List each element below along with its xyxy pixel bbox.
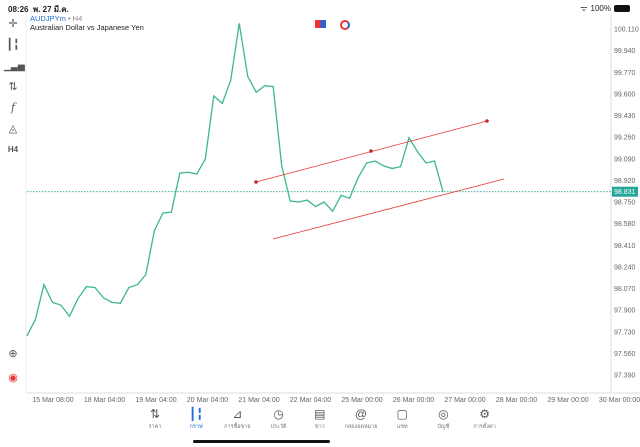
nav-item-news[interactable]: ▤ ข่าว [300,407,340,431]
symbol-header: AUDJPYm • H4 Australian Dollar vs Japane… [30,14,144,32]
y-tick-label: 97.730 [614,329,636,336]
flag-icon [315,20,326,28]
x-tick-label: 21 Mar 04:00 [238,397,279,404]
y-tick-label: 98.920 [614,178,636,185]
nav-item-label: กล่องจดหมาย [344,424,378,430]
settings-icon: ⚙ [479,407,490,421]
x-tick-label: 30 Mar 00:00 [599,397,640,404]
x-tick-label: 19 Mar 04:00 [135,397,176,404]
y-tick-label: 97.560 [614,351,636,358]
y-tick-label: 97.390 [614,373,636,380]
zoom-icon[interactable]: ⊕ [8,348,18,360]
y-tick-label: 99.600 [614,91,636,98]
x-tick-label: 22 Mar 04:00 [290,397,331,404]
nav-item-mailbox[interactable]: @ กล่องจดหมาย [341,407,381,431]
logo-icon[interactable]: ◉ [8,372,18,384]
y-tick-label: 98.410 [614,243,636,250]
shapes-icon[interactable]: ◬ [8,123,18,135]
channel-anchor-point [254,180,258,184]
y-tick-label: 99.090 [614,156,636,163]
history-icon: ◷ [273,407,284,421]
nav-item-label: ราคา [148,424,162,430]
chart-icon: ┃╏ [188,407,204,421]
currency-flags [315,20,350,30]
y-tick-label: 98.070 [614,286,636,293]
status-time: 08:26 พ. 27 มี.ค. [8,5,69,14]
y-tick-label: 98.240 [614,264,636,271]
x-tick-label: 18 Mar 04:00 [84,397,125,404]
nav-item-trade[interactable]: ⊿ การซื้อขาย [217,407,257,431]
y-tick-label: 99.770 [614,70,636,77]
bottom-nav: ⇅ ราคา ┃╏ กราฟ ⊿ การซื้อขาย ◷ ประวัติ ▤ ข่าว @ กล่อ… [0,407,640,435]
x-tick-label: 20 Mar 04:00 [187,397,228,404]
price-series-line [26,23,444,337]
news-icon: ▤ [314,407,326,421]
channel-lower-line [272,178,505,240]
nav-item-settings[interactable]: ⚙ การตั้งค่า [465,407,505,431]
symbol-timeframe: H4 [72,14,83,23]
nav-item-label: ข่าว [314,424,325,430]
status-bar: 08:26 พ. 27 มี.ค. ᯤ 100% [0,0,640,14]
channel-anchor-point [369,149,373,153]
nav-item-history[interactable]: ◷ ประวัติ [259,407,299,431]
y-tick-label: 99.260 [614,135,636,142]
channel-anchor-point [485,119,489,123]
status-right: ᯤ 100% [580,3,630,14]
trade-icon: ⊿ [232,407,243,421]
nav-item-label: กราฟ [189,424,203,430]
chart-type-icon[interactable]: ▁▃▅ [4,61,25,71]
x-tick-label: 27 Mar 00:00 [444,397,485,404]
flag-icon [340,20,350,30]
wifi-icon: ᯤ [580,4,588,13]
battery-icon [614,5,630,12]
y-tick-label: 100.110 [614,27,639,34]
nav-item-label: การซื้อขาย [224,424,251,430]
crosshair-icon[interactable]: ✛ [8,18,18,30]
x-tick-label: 28 Mar 00:00 [496,397,537,404]
nav-item-label: การตั้งค่า [473,424,496,430]
current-price-badge [612,186,638,197]
current-price-label: 98.831 [614,189,636,196]
left-toolbar: ✛ ┃╏ ▁▃▅ ⇅ f ◬ H4 ⊕ ◉ [0,14,26,394]
nav-item-chart[interactable]: ┃╏ กราฟ [176,407,216,431]
quotes-icon: ⇅ [149,407,161,421]
candlestick-icon[interactable]: ┃╏ [6,39,20,51]
x-tick-label: 15 Mar 08:00 [32,397,73,404]
function-icon[interactable]: f [10,101,16,114]
chat-icon: ▢ [396,407,408,421]
y-tick-label: 99.940 [614,48,636,55]
y-tick-label: 98.580 [614,221,636,228]
nav-item-label: ประวัติ [270,424,287,430]
account-icon: ◎ [438,407,449,421]
nav-item-label: แชท [396,424,408,430]
x-tick-label: 25 Mar 00:00 [341,397,382,404]
x-tick-label: 26 Mar 00:00 [393,397,434,404]
price-chart[interactable]: 100.110 99.940 99.770 99.600 99.430 99.260 99.… [0,0,640,406]
nav-item-quotes[interactable]: ⇅ ราคา [135,407,175,431]
mailbox-icon: @ [354,407,368,421]
symbol-name[interactable]: AUDJPYm [30,14,66,23]
symbol-description: Australian Dollar vs Japanese Yen [30,23,144,32]
y-tick-label: 98.750 [614,200,636,207]
indicators-icon[interactable]: ⇅ [8,81,18,93]
timeframe-button[interactable]: H4 [7,145,19,154]
nav-item-chat[interactable]: ▢ แชท [382,407,422,431]
y-tick-label: 99.430 [614,113,636,120]
nav-item-label: บัญชี [437,424,450,430]
x-tick-label: 29 Mar 00:00 [547,397,588,404]
battery-percent: 100% [590,4,611,13]
y-tick-label: 97.900 [614,308,636,315]
nav-item-account[interactable]: ◎ บัญชี [423,407,463,431]
home-indicator [193,440,330,443]
